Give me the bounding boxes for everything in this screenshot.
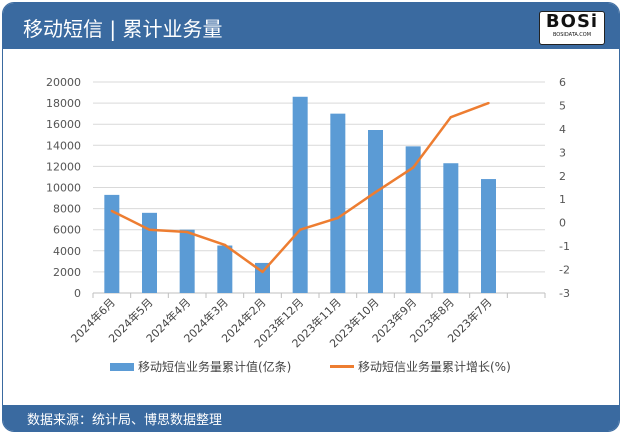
line-point: [487, 101, 490, 105]
legend-swatch-line: [330, 365, 354, 368]
line-point: [374, 190, 377, 194]
bar: [443, 163, 459, 293]
line-point: [110, 209, 114, 213]
bar: [142, 212, 157, 293]
y-right-tick-label: -2: [559, 264, 570, 277]
bar: [104, 194, 120, 293]
y-right-tick-label: 0: [559, 217, 566, 230]
y-left-tick-label: 2000: [53, 266, 81, 279]
bar: [481, 179, 496, 293]
legend-item-bar: 移动短信业务量累计值(亿条): [110, 358, 291, 375]
bar: [292, 96, 308, 294]
bosi-logo: BOSi BOSIDATA.COM: [539, 11, 605, 45]
y-right-tick-label: 6: [559, 76, 566, 89]
y-left-tick-label: 18000: [46, 97, 81, 110]
y-right-tick-label: 2: [559, 170, 566, 183]
header-bar: 移动短信 | 累计业务量 BOSi BOSIDATA.COM: [3, 3, 619, 49]
line-point: [223, 243, 227, 247]
y-left-tick-label: 8000: [53, 203, 81, 216]
bar: [405, 146, 421, 293]
line-point: [449, 115, 453, 119]
legend-label-line: 移动短信业务量累计增长(%): [358, 360, 511, 374]
bar: [368, 130, 383, 293]
line-point: [148, 228, 151, 231]
chart-title: 移动短信 | 累计业务量: [23, 17, 223, 41]
y-left-tick-label: 20000: [46, 76, 81, 89]
bar: [217, 245, 233, 293]
line-point: [185, 230, 189, 234]
y-right-tick-label: -1: [559, 240, 570, 253]
line-point: [411, 166, 415, 169]
legend-item-line: 移动短信业务量累计增长(%): [330, 358, 511, 375]
y-left-tick-label: 6000: [53, 224, 81, 237]
y-left-tick-label: 4000: [53, 245, 81, 258]
bar: [330, 113, 346, 294]
y-right-tick-label: 5: [559, 99, 566, 112]
y-right-tick-label: -3: [559, 287, 570, 300]
footer-bar: 数据来源：统计局、博思数据整理: [3, 405, 619, 431]
line-point: [261, 270, 264, 274]
y-left-tick-label: 16000: [46, 118, 81, 131]
y-left-tick-label: 0: [74, 287, 81, 300]
bar: [179, 229, 195, 293]
legend-label-bar: 移动短信业务量累计值(亿条): [138, 360, 292, 374]
line-point: [298, 228, 302, 231]
y-left-tick-label: 12000: [46, 160, 81, 173]
y-left-tick-label: 10000: [46, 182, 81, 195]
legend-swatch-bar: [110, 362, 134, 371]
y-right-tick-label: 4: [559, 123, 566, 136]
y-left-tick-label: 14000: [46, 139, 81, 152]
line-point: [336, 216, 340, 220]
y-right-tick-label: 3: [559, 146, 566, 159]
data-source: 数据来源：统计局、博思数据整理: [27, 413, 223, 428]
y-right-tick-label: 1: [559, 193, 566, 206]
